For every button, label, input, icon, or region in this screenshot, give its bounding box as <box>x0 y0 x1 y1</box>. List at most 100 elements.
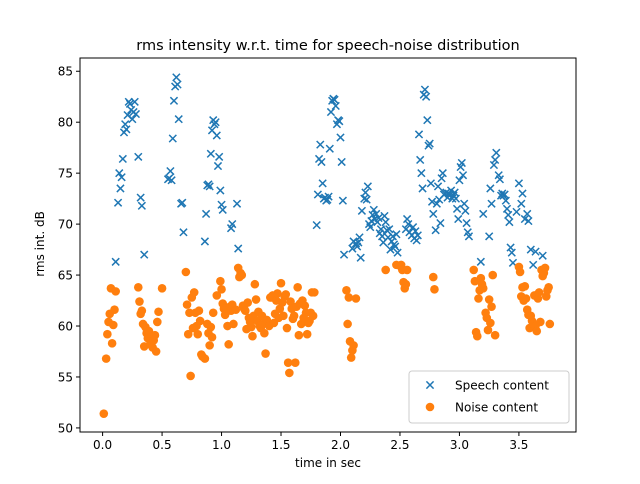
legend-label: Noise content <box>455 401 538 415</box>
noise-point <box>185 308 194 318</box>
speech-point <box>178 198 187 207</box>
noise-point <box>381 265 390 275</box>
speech-point <box>500 190 509 199</box>
legend-label: Speech content <box>455 379 549 393</box>
speech-point <box>531 247 540 256</box>
speech-point <box>404 219 413 229</box>
speech-point <box>460 199 469 208</box>
speech-point <box>326 107 336 117</box>
speech-point <box>538 251 547 260</box>
noise-point <box>153 317 162 327</box>
speech-point <box>316 140 325 149</box>
noise-point <box>279 311 288 321</box>
speech-point <box>462 218 471 228</box>
noise-point <box>248 331 257 341</box>
noise-point <box>193 329 203 339</box>
noise-point <box>206 322 216 332</box>
speech-point <box>337 157 346 167</box>
noise-point <box>300 301 310 310</box>
speech-point <box>380 211 389 221</box>
noise-point <box>430 285 439 294</box>
speech-point <box>507 248 516 257</box>
speech-point <box>455 176 464 185</box>
speech-point <box>205 182 214 191</box>
noise-point <box>194 306 204 316</box>
speech-point <box>529 260 538 270</box>
speech-point <box>492 148 501 157</box>
noise-point <box>293 282 302 292</box>
speech-point <box>338 196 347 205</box>
speech-point <box>431 226 440 235</box>
speech-point <box>514 179 524 188</box>
noise-point <box>241 306 250 316</box>
speech-point <box>313 190 323 199</box>
noise-point <box>101 354 111 363</box>
speech-point <box>172 73 181 82</box>
noise-point <box>260 328 269 338</box>
noise-point <box>302 329 312 339</box>
speech-point <box>501 196 510 205</box>
speech-point <box>131 109 141 119</box>
y-tick-label: 60 <box>58 320 73 334</box>
y-axis-label: rms int. dB <box>33 211 47 277</box>
noise-point <box>344 293 354 302</box>
speech-point <box>366 223 375 232</box>
x-tick-label: 0.5 <box>153 438 172 452</box>
speech-point <box>324 192 333 201</box>
speech-point <box>201 209 211 219</box>
speech-point <box>140 250 149 259</box>
speech-point <box>526 245 535 254</box>
noise-point <box>151 347 161 356</box>
speech-point <box>312 220 321 230</box>
noise-point <box>137 306 147 316</box>
speech-point <box>502 204 512 213</box>
noise-point <box>207 332 217 342</box>
speech-point <box>374 213 383 223</box>
speech-point <box>136 193 145 202</box>
speech-point <box>167 176 176 185</box>
speech-point <box>416 155 425 165</box>
speech-point <box>417 169 426 178</box>
speech-point <box>355 233 364 242</box>
speech-point <box>427 197 437 206</box>
noise-point <box>154 307 163 317</box>
y-tick-label: 70 <box>58 218 73 232</box>
speech-point <box>438 169 447 178</box>
noise-point <box>183 329 193 339</box>
noise-point <box>107 339 117 348</box>
noise-point <box>536 317 545 327</box>
speech-point <box>348 244 357 253</box>
axes: 0.0 0.5 1.0 1.5 2.0 2.5 3.0 3.5 50 55 60 65 70 75 80 85 <box>58 57 577 452</box>
series-noise <box>99 260 555 418</box>
speech-point <box>335 117 344 126</box>
speech-point <box>356 253 365 262</box>
noise-point <box>484 295 494 304</box>
speech-point <box>372 209 381 219</box>
speech-point <box>432 199 441 208</box>
speech-point <box>206 149 215 158</box>
chart-title: rms intensity w.r.t. time for speech-noi… <box>136 38 519 54</box>
speech-point <box>361 188 370 197</box>
noise-point <box>276 278 286 288</box>
noise-point <box>487 302 496 311</box>
noise-point <box>181 267 191 277</box>
speech-point <box>420 85 430 94</box>
noise-point <box>540 263 550 273</box>
speech-point <box>479 209 488 219</box>
speech-point <box>524 216 533 226</box>
legend-noise-marker <box>425 402 435 412</box>
y-tick-label: 55 <box>58 370 73 384</box>
noise-point <box>483 325 493 335</box>
noise-point <box>488 270 498 280</box>
speech-point <box>476 257 485 266</box>
noise-point <box>200 354 210 363</box>
speech-point <box>122 125 131 134</box>
speech-point <box>486 184 495 193</box>
noise-point <box>294 330 304 340</box>
speech-point <box>128 115 137 124</box>
legend-speech-marker <box>425 380 435 390</box>
speech-point <box>454 214 463 224</box>
speech-point <box>318 179 327 188</box>
speech-point <box>426 179 436 188</box>
